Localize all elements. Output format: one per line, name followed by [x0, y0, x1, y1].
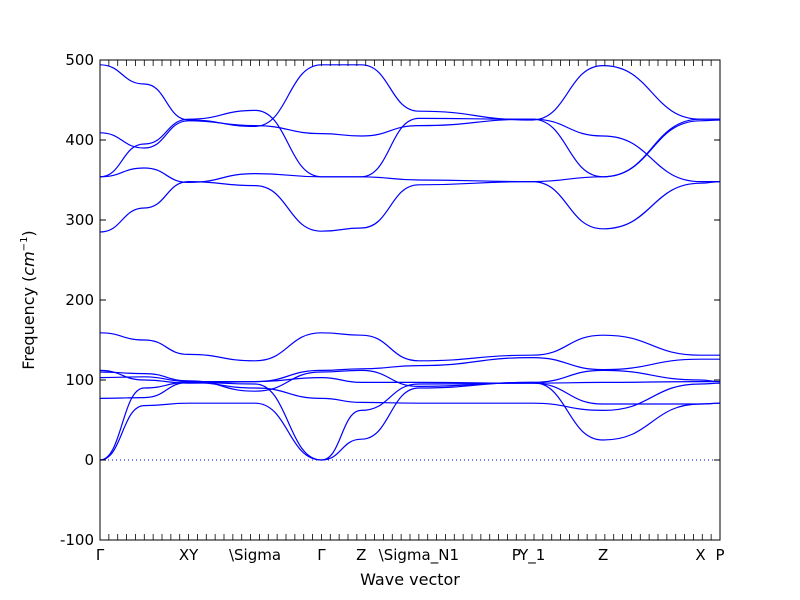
band-10 [99, 118, 720, 183]
band-6 [99, 356, 720, 384]
y-tick-label: -100 [60, 531, 94, 549]
band-series-layer [99, 64, 721, 461]
band-7 [99, 332, 720, 362]
band-12 [99, 64, 720, 128]
y-axis-label-main: Frequency ( [19, 276, 38, 370]
x-tick-label: \Sigma_N1 [379, 546, 459, 565]
y-tick-label: 500 [65, 51, 94, 69]
y-tick-label: 400 [65, 131, 94, 149]
plot-frame [99, 59, 721, 541]
x-tick-label: Z [356, 546, 366, 564]
y-tick-label: 200 [65, 291, 94, 309]
band-4 [99, 376, 720, 384]
x-tick-label: P [715, 546, 724, 564]
y-axis-label-exponent: −1 [19, 237, 30, 252]
x-tick-label: P [512, 546, 521, 564]
band-3 [99, 381, 721, 412]
x-tick-label: Y_1 [518, 546, 545, 565]
x-tick-label: Γ [317, 546, 326, 564]
band-5 [99, 369, 721, 392]
band-1 [99, 381, 721, 461]
x-tick-label: Γ [96, 546, 105, 564]
y-tick-label: 100 [65, 371, 94, 389]
x-tick-label: XY [179, 546, 199, 564]
y-tick-label: 300 [65, 211, 94, 229]
y-tick-label: 0 [84, 451, 94, 469]
band-8 [99, 180, 721, 233]
y-axis-label-close: ) [19, 230, 38, 236]
x-tick-label: X [695, 546, 705, 564]
tick-labels-layer: -100 0 100 200 300 400 500 Γ XY \Sigma Γ Z \Sigma_N1… [60, 51, 725, 565]
y-axis-label-unit: cm [19, 251, 38, 275]
y-axis-label: Frequency (cm−1) [19, 230, 38, 369]
x-tick-label: \Sigma [229, 546, 281, 564]
x-axis-label: Wave vector [360, 570, 460, 589]
band-2 [99, 381, 721, 461]
band-9 [99, 119, 721, 184]
axis-ticks-layer [99, 59, 721, 541]
x-tick-label: Z [598, 546, 608, 564]
